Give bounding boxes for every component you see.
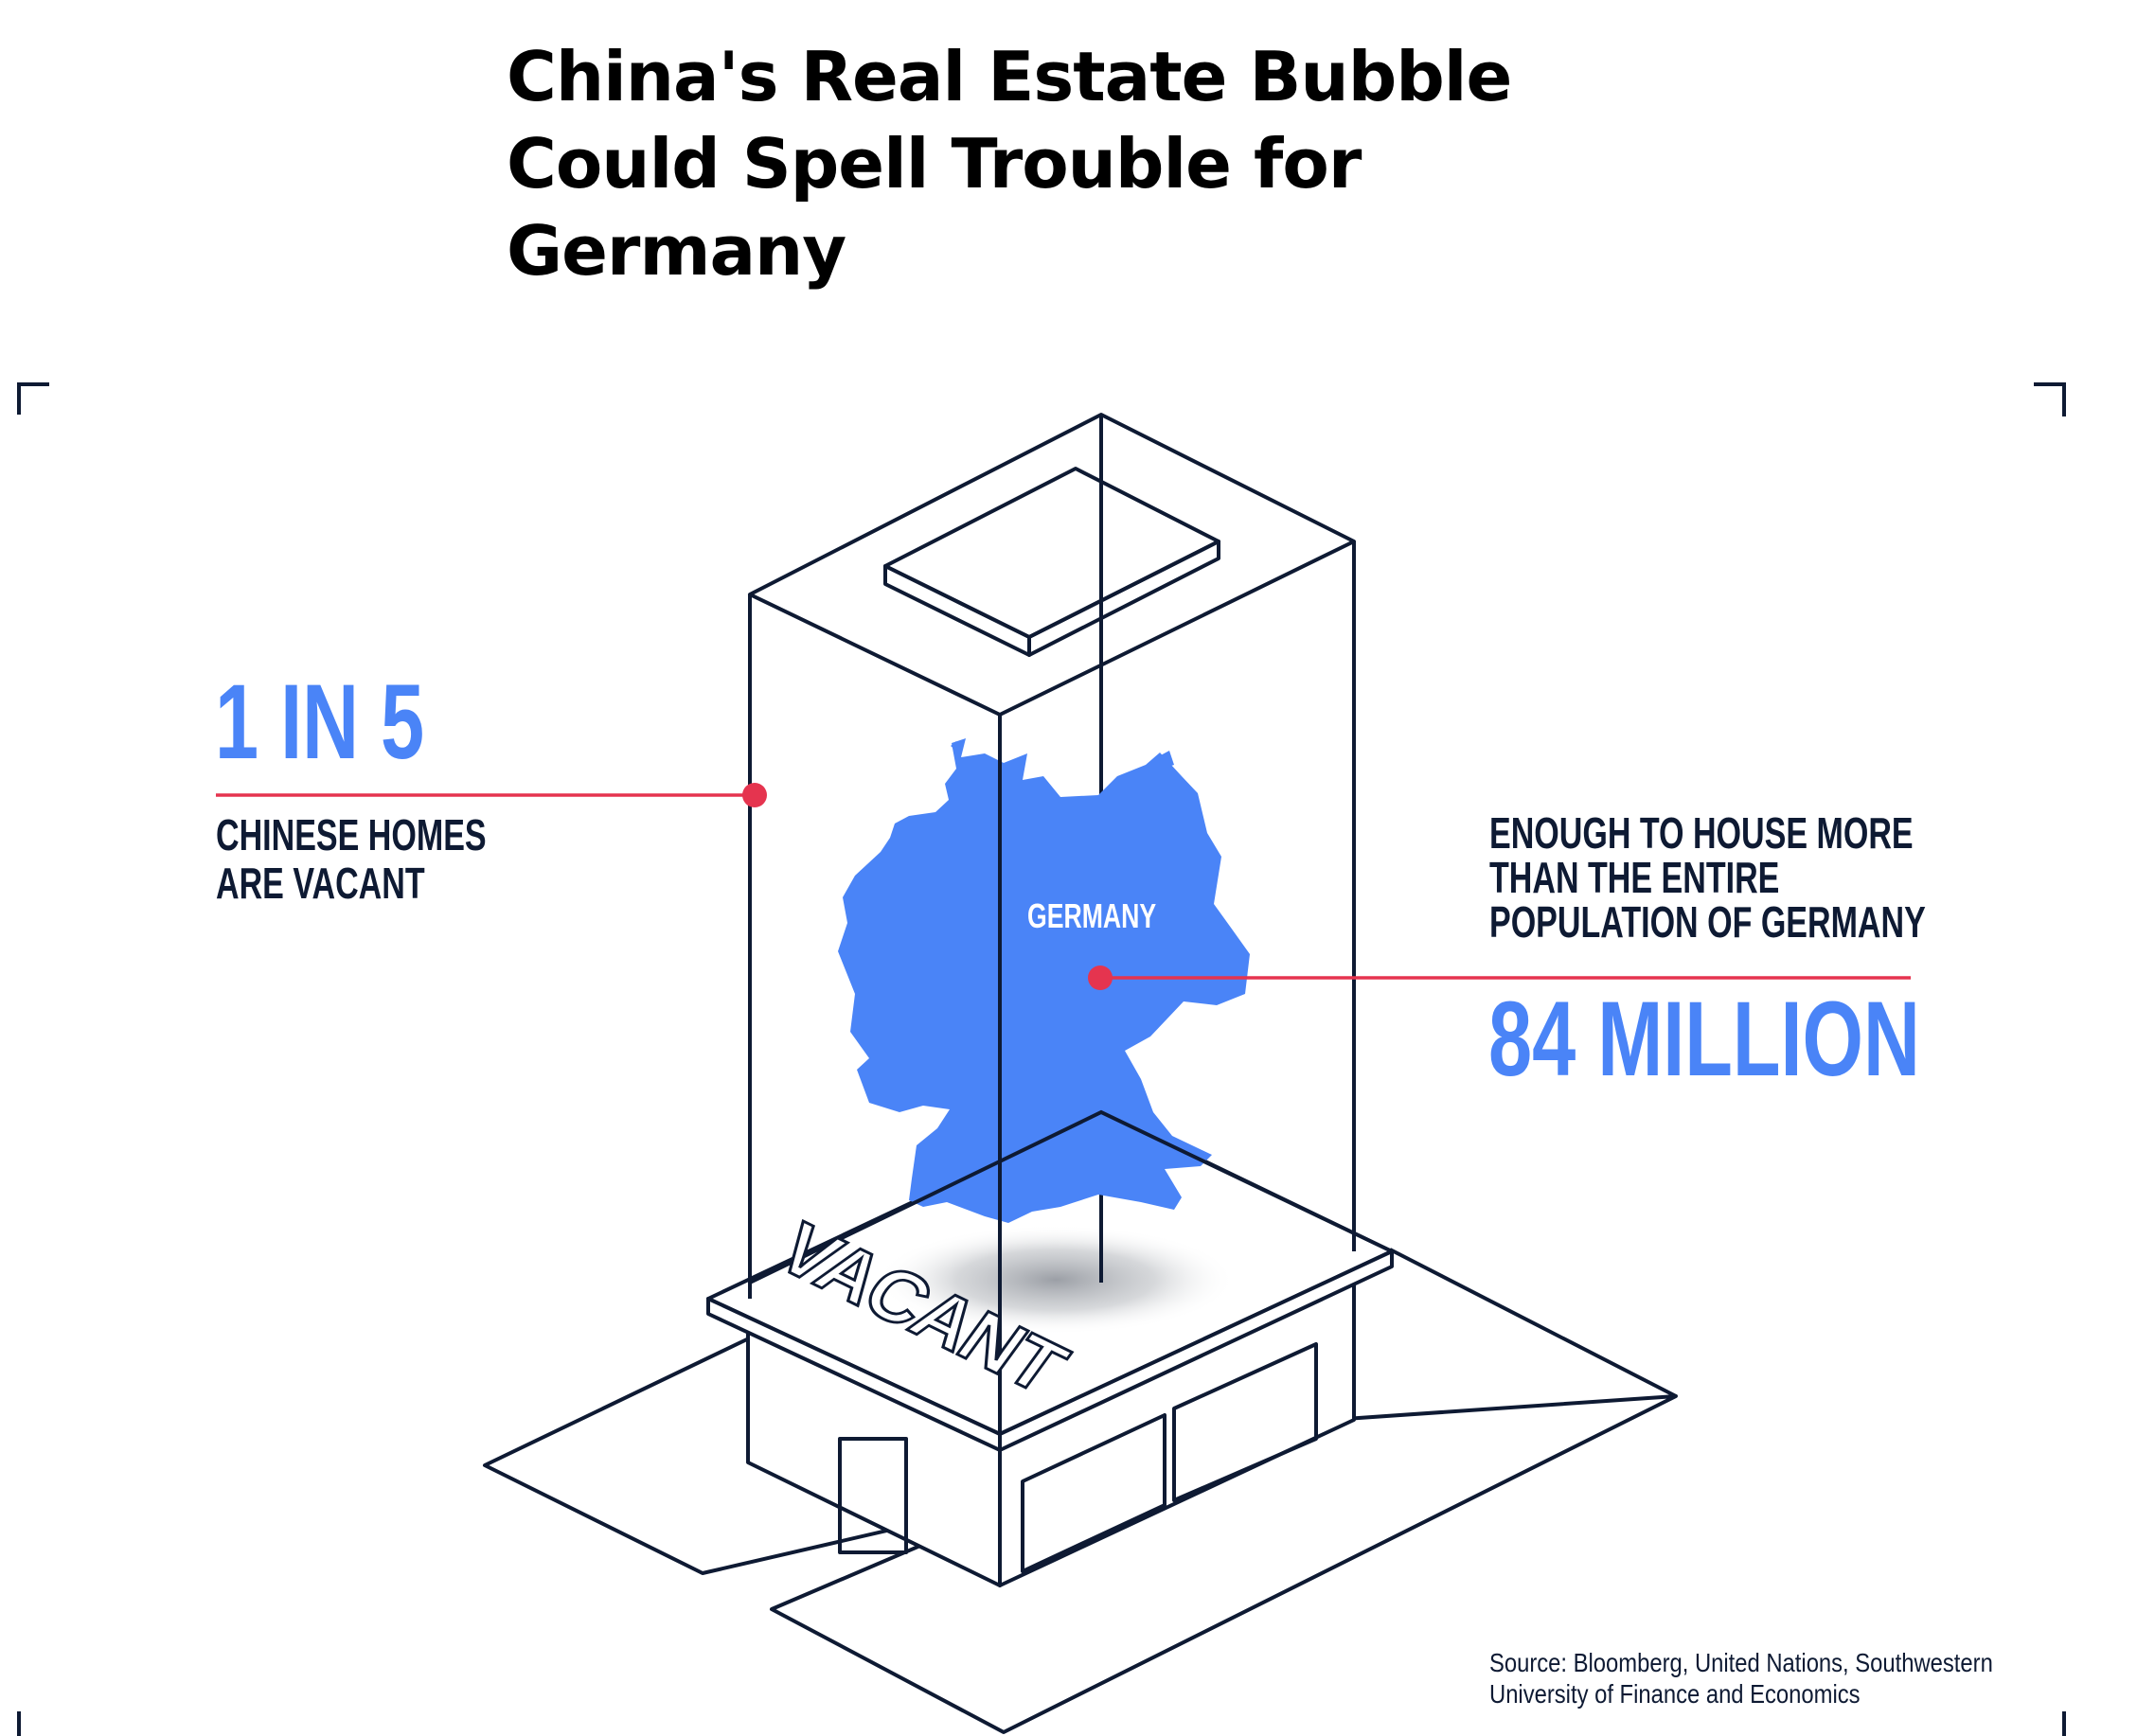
building-outline-icon	[483, 1110, 1678, 1734]
right-callout-marker	[1088, 965, 1113, 990]
garage-door-2	[1172, 1342, 1318, 1502]
right-description-line-1: ENOUGH TO HOUSE MORE	[1489, 808, 1914, 858]
right-stat-value: 84 MILLION	[1488, 980, 1920, 1098]
rooftop-block-front	[883, 564, 1031, 657]
ground-plot-right-edge	[1389, 1248, 1677, 1398]
map-shadow	[876, 1225, 1236, 1335]
crop-marks	[17, 382, 2066, 1736]
left-callout-marker	[742, 783, 767, 807]
tower-top-face	[748, 413, 1356, 717]
source-line-2: University of Finance and Economics	[1489, 1679, 1861, 1709]
base-slab-side	[998, 1249, 1394, 1452]
right-stat-description: ENOUGH TO HOUSE MORE THAN THE ENTIRE POP…	[1489, 811, 1926, 945]
rooftop-block-side	[1027, 540, 1220, 657]
title-line-2: Could Spell Trouble for	[507, 124, 1362, 204]
left-stat-description: CHINESE HOMES ARE VACANT	[216, 811, 487, 908]
left-stat-value: 1 IN 5	[215, 663, 425, 781]
page-title: China's Real Estate Bubble Could Spell T…	[507, 33, 1643, 294]
garage-door-1	[1021, 1413, 1166, 1573]
title-line-1: China's Real Estate Bubble	[507, 37, 1512, 116]
title-line-3: Germany	[507, 211, 846, 291]
left-description-line-2: ARE VACANT	[216, 859, 425, 908]
door-left	[838, 1437, 908, 1554]
rooftop-block	[883, 467, 1220, 639]
crop-mark-top-right	[2034, 382, 2066, 416]
tower-inner-floor-line	[749, 1109, 1393, 1284]
source-line-1: Source: Bloomberg, United Nations, South…	[1489, 1648, 1993, 1677]
crop-mark-top-left	[17, 382, 49, 415]
germany-map-icon	[838, 738, 1250, 1223]
right-description-line-2: THAN THE ENTIRE	[1489, 853, 1780, 902]
glass-tower-front-edges	[748, 541, 1393, 1434]
source-note: Source: Bloomberg, United Nations, South…	[1489, 1647, 1993, 1709]
map-country-label: GERMANY	[1027, 896, 1157, 935]
left-description-line-1: CHINESE HOMES	[216, 810, 487, 859]
right-description-line-3: POPULATION OF GERMANY	[1489, 897, 1926, 947]
